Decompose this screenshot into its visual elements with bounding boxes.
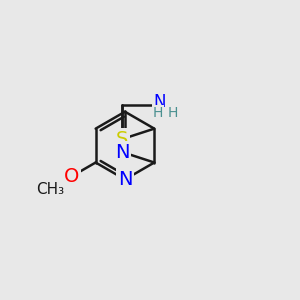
Text: O: O (64, 167, 79, 186)
Text: N: N (153, 93, 166, 111)
Text: S: S (116, 130, 128, 148)
Text: N: N (118, 170, 132, 189)
Text: CH₃: CH₃ (36, 182, 64, 196)
Text: N: N (115, 142, 129, 162)
Text: H: H (168, 106, 178, 120)
Text: H: H (153, 106, 164, 120)
